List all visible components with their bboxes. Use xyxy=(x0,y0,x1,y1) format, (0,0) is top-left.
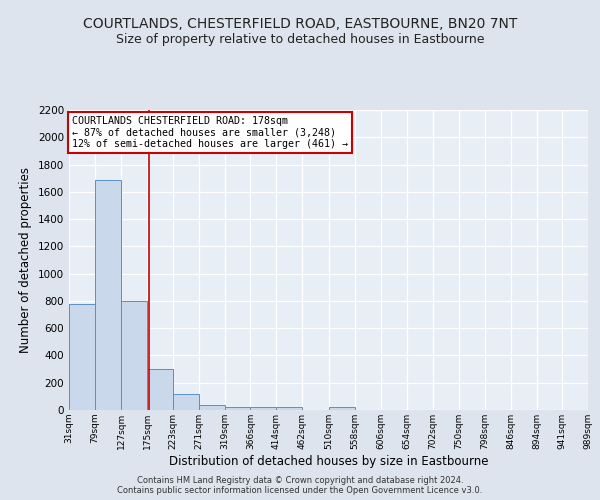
Bar xyxy=(199,404,225,410)
Text: Contains HM Land Registry data © Crown copyright and database right 2024.: Contains HM Land Registry data © Crown c… xyxy=(137,476,463,485)
Bar xyxy=(147,369,173,410)
Text: COURTLANDS CHESTERFIELD ROAD: 178sqm
← 87% of detached houses are smaller (3,248: COURTLANDS CHESTERFIELD ROAD: 178sqm ← 8… xyxy=(71,116,347,149)
Bar xyxy=(329,408,355,410)
Bar xyxy=(250,408,277,410)
Text: Size of property relative to detached houses in Eastbourne: Size of property relative to detached ho… xyxy=(116,32,484,46)
Text: Contains public sector information licensed under the Open Government Licence v3: Contains public sector information licen… xyxy=(118,486,482,495)
Bar xyxy=(277,408,302,410)
X-axis label: Distribution of detached houses by size in Eastbourne: Distribution of detached houses by size … xyxy=(169,454,488,468)
Bar xyxy=(69,304,95,410)
Bar xyxy=(95,180,121,410)
Bar xyxy=(121,301,147,410)
Bar xyxy=(225,406,250,410)
Y-axis label: Number of detached properties: Number of detached properties xyxy=(19,167,32,353)
Bar xyxy=(173,394,199,410)
Text: COURTLANDS, CHESTERFIELD ROAD, EASTBOURNE, BN20 7NT: COURTLANDS, CHESTERFIELD ROAD, EASTBOURN… xyxy=(83,18,517,32)
